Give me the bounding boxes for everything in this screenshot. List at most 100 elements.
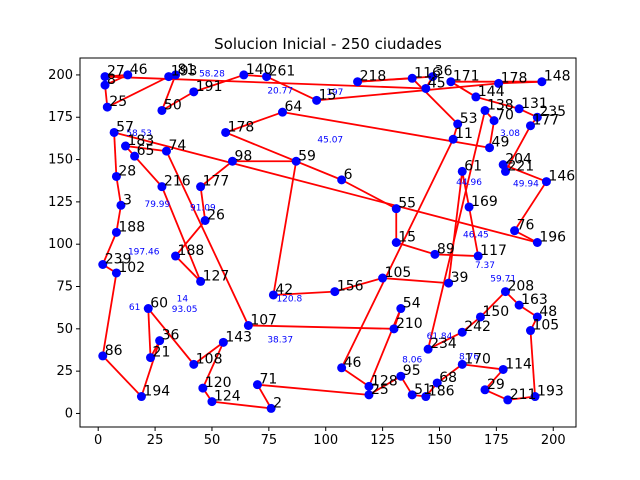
city-node [525, 121, 535, 131]
route-edge [115, 205, 122, 233]
x-axis-ticks: 0 25 50 75 100 125 150 175 200 [94, 427, 566, 448]
route-edge [161, 91, 195, 112]
route-edge [104, 75, 426, 90]
route-edge [368, 308, 402, 387]
route-edge [447, 171, 464, 284]
city-node [171, 251, 181, 261]
city-node [389, 324, 399, 334]
city-label: 11 [455, 126, 473, 142]
city-label: 204 [505, 152, 532, 168]
city-label: 108 [196, 351, 223, 367]
city-label: 25 [371, 382, 389, 398]
city-label: 49 [492, 135, 510, 151]
city-label: 74 [168, 138, 186, 154]
city-label: 15 [398, 230, 416, 246]
route-edge [529, 330, 536, 397]
y-tick-label: 150 [48, 153, 73, 168]
route-edge [113, 132, 118, 177]
city-node [457, 166, 467, 176]
city-node [473, 251, 483, 261]
route-edge [147, 308, 152, 358]
city-node [530, 392, 540, 402]
city-label: 261 [269, 64, 296, 80]
city-label: 29 [487, 377, 505, 393]
edge-distance-label: 49.94 [513, 180, 539, 190]
city-node [277, 107, 287, 117]
edge-distance-label: 14 [177, 295, 189, 305]
route-edge [113, 131, 538, 244]
city-node [100, 80, 110, 90]
city-node [266, 403, 276, 413]
route-edge [174, 255, 202, 283]
city-label: 211 [510, 387, 537, 403]
edge-distance-label: 197 [326, 88, 343, 98]
city-label: 128 [371, 373, 398, 389]
city-node [498, 160, 508, 170]
city-node [155, 336, 165, 346]
route-edge [273, 290, 335, 296]
city-label: 124 [214, 389, 241, 405]
city-node [164, 72, 174, 82]
edge-distance-label: 58.28 [199, 70, 225, 80]
city-node [432, 378, 442, 388]
route-edge [256, 384, 272, 409]
route-edges [101, 74, 548, 410]
route-edge [504, 125, 532, 172]
route-edge [427, 110, 486, 350]
city-label: 188 [118, 219, 145, 235]
route-edge [316, 82, 499, 102]
route-edge [484, 368, 504, 391]
city-label: 54 [403, 296, 421, 312]
city-node [423, 344, 433, 354]
city-label: 193 [537, 384, 564, 400]
route-edge [341, 179, 397, 210]
city-node [227, 156, 237, 166]
route-edge [272, 161, 298, 296]
city-node [196, 182, 206, 192]
city-node [98, 260, 108, 270]
city-node [243, 320, 253, 330]
city-node [421, 83, 431, 93]
city-label: 221 [507, 158, 534, 174]
city-node [291, 156, 301, 166]
y-tick-label: 100 [48, 237, 73, 252]
edge-distance-label: 8.76 [459, 352, 479, 362]
city-node [130, 151, 140, 161]
city-node [475, 312, 485, 322]
route-edge [115, 176, 122, 206]
city-node [391, 204, 401, 214]
city-label: 210 [396, 316, 423, 332]
route-edge [341, 367, 370, 388]
city-label: 235 [539, 104, 566, 120]
city-label: 26 [207, 207, 225, 223]
city-node [146, 353, 156, 363]
city-label: 25 [109, 94, 127, 110]
city-label: 107 [250, 312, 277, 328]
city-label: 178 [501, 70, 528, 86]
city-node [198, 383, 208, 393]
city-nodes [98, 70, 551, 413]
city-label: 89 [437, 241, 455, 257]
edge-distance-label: 61.84 [427, 332, 453, 342]
city-node [123, 70, 133, 80]
route-edge [475, 96, 520, 110]
city-label: 102 [118, 260, 145, 276]
city-node [480, 105, 490, 115]
x-tick-label: 25 [147, 433, 164, 448]
route-edge [257, 383, 370, 396]
city-label: 131 [521, 96, 548, 112]
city-label: 61 [464, 158, 482, 174]
city-node [448, 134, 458, 144]
city-node [407, 73, 417, 83]
route-edge [193, 341, 224, 366]
city-node [510, 226, 520, 236]
edge-distance-label: 93.05 [172, 305, 198, 315]
city-label: 148 [544, 69, 571, 85]
city-label: 76 [517, 218, 535, 234]
city-label: 65 [137, 143, 155, 159]
city-label: 177 [532, 113, 559, 129]
city-label: 81 [178, 62, 196, 78]
city-node [171, 70, 181, 80]
city-label: 194 [143, 384, 170, 400]
